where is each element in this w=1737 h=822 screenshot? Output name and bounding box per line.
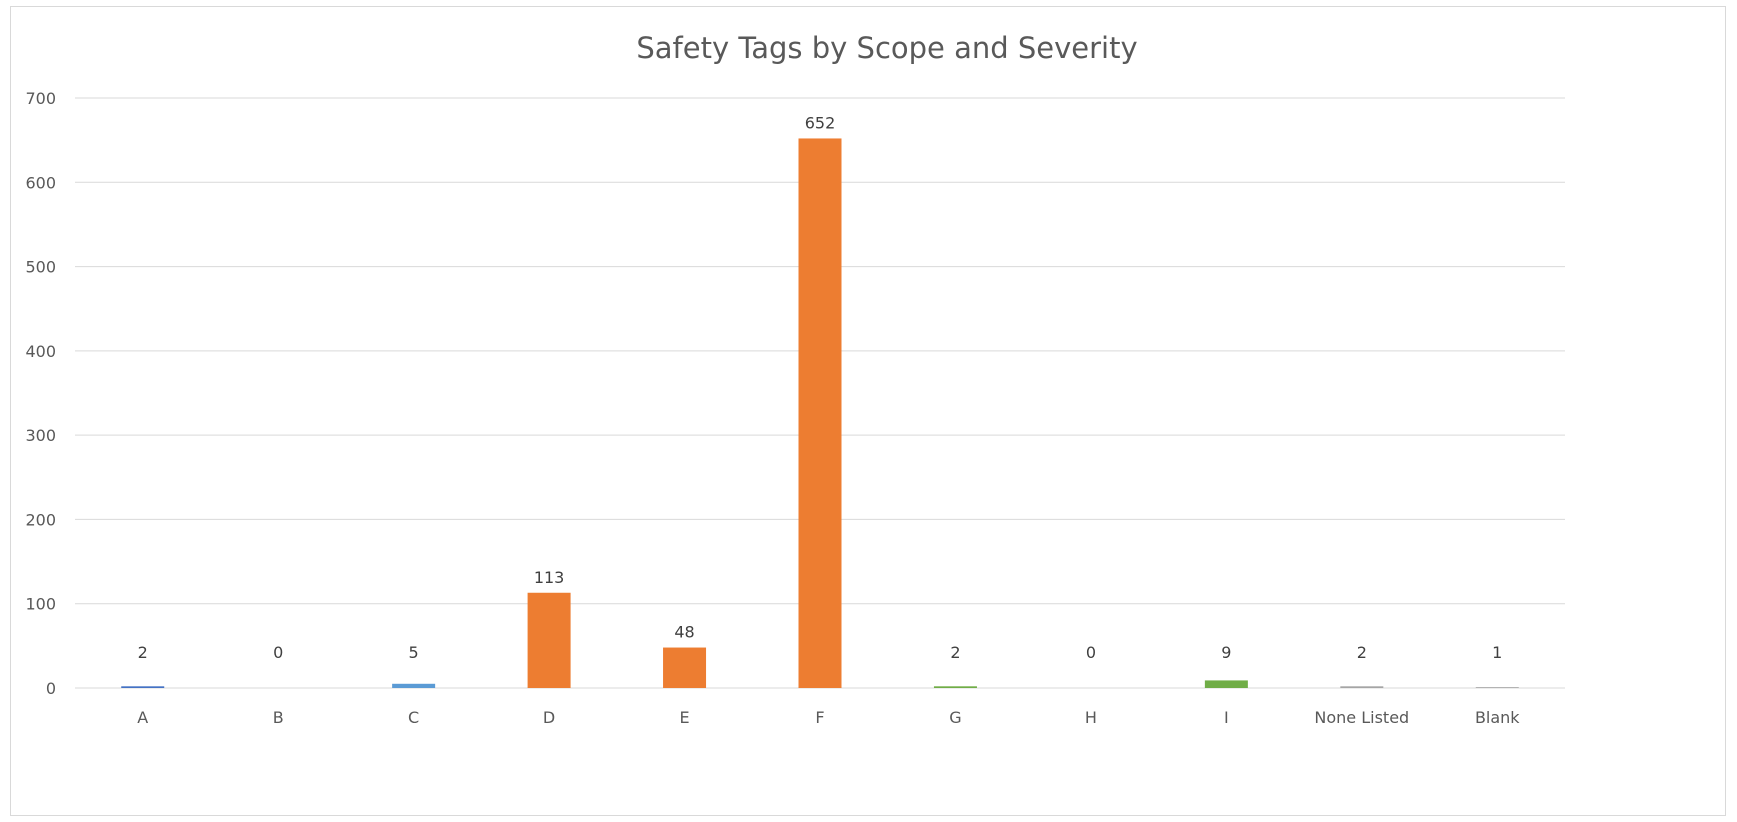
x-category-label: F [815,708,824,727]
x-category-label: None Listed [1314,708,1409,727]
x-category-label: Blank [1475,708,1520,727]
chart-title: Safety Tags by Scope and Severity [636,31,1137,65]
data-label: 9 [1221,643,1231,662]
y-axis-ticks: 0 100 200 300 400 500 600 700 [25,89,56,698]
bar-i [1204,680,1248,688]
x-axis-categories: A B C D E F G H I None Listed Blank [137,708,1520,727]
data-label: 2 [138,643,148,662]
data-label: 113 [534,568,565,587]
x-category-label: D [543,708,555,727]
bar-blank [1475,687,1519,688]
x-category-label: I [1224,708,1229,727]
data-label: 2 [1357,643,1367,662]
bar-a [121,686,165,688]
x-category-label: A [137,708,148,727]
data-label: 1 [1492,643,1502,662]
bar-e [663,647,707,688]
x-category-label: E [679,708,689,727]
y-tick-label: 400 [25,342,56,361]
bar-d [527,592,571,688]
y-tick-label: 500 [25,258,56,277]
x-category-label: C [408,708,419,727]
x-category-label: B [273,708,284,727]
y-tick-label: 600 [25,173,56,192]
y-tick-label: 100 [25,595,56,614]
data-label: 652 [805,113,836,132]
y-tick-label: 300 [25,426,56,445]
bar-none-listed [1340,686,1384,688]
data-label: 5 [409,643,419,662]
x-category-label: H [1085,708,1097,727]
data-label: 2 [950,643,960,662]
x-category-label: G [949,708,961,727]
y-tick-label: 0 [46,679,56,698]
bar-f [798,138,842,688]
data-labels: 2 0 5 113 48 652 2 0 9 2 1 [138,113,1503,662]
y-tick-label: 200 [25,510,56,529]
bar-g [933,686,977,688]
bars [121,138,1519,688]
data-label: 0 [1086,643,1096,662]
y-tick-label: 700 [25,89,56,108]
data-label: 0 [273,643,283,662]
bar-c [392,683,436,688]
data-label: 48 [674,623,694,642]
chart-frame [10,6,1726,816]
